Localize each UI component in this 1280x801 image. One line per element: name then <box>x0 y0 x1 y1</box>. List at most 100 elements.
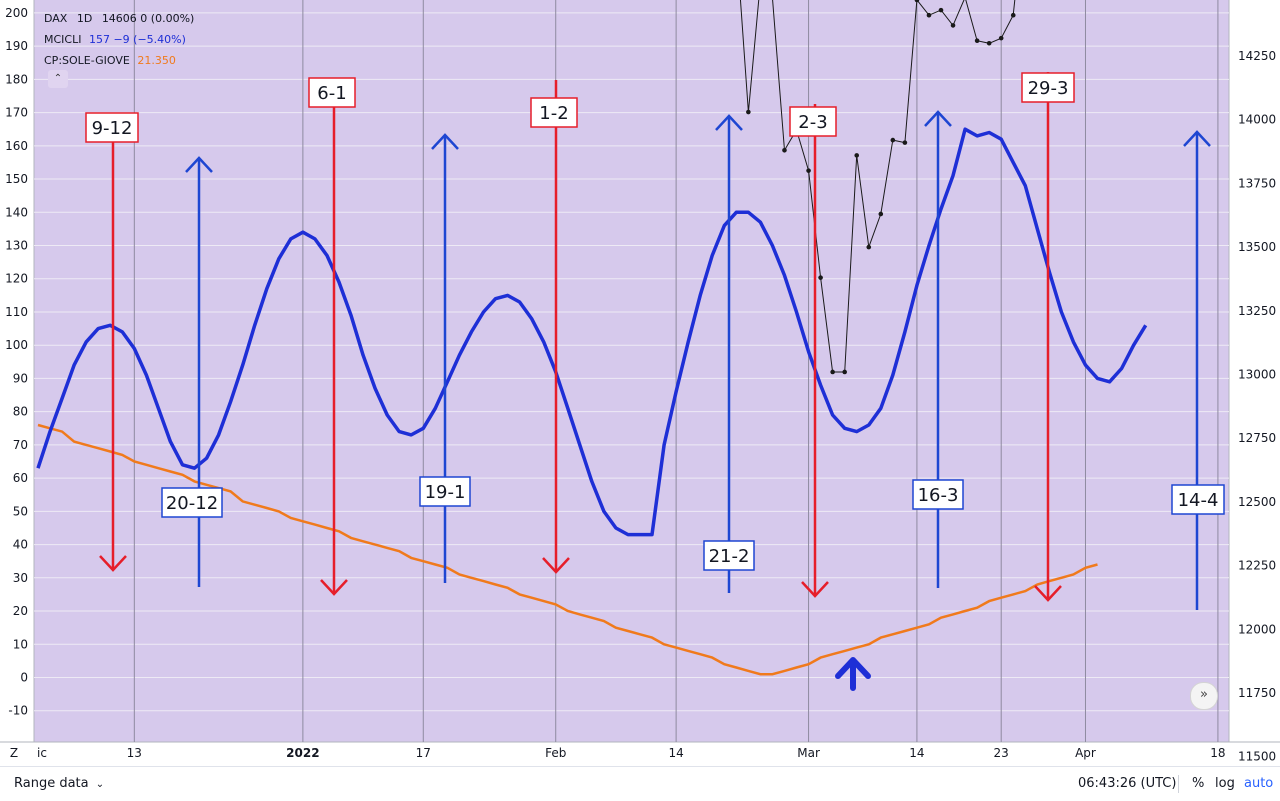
double-chevron-right-icon: » <box>1200 687 1208 702</box>
price-point <box>842 369 847 375</box>
legend-values: 14606 0 (0.00%) <box>101 12 195 25</box>
time-axis-tick-label: 14 <box>668 746 683 760</box>
left-axis-tick-label: 140 <box>5 205 28 219</box>
time-axis-tick-label: Feb <box>545 746 566 760</box>
price-point <box>818 275 823 280</box>
time-axis-tick-label: Apr <box>1075 746 1096 760</box>
marker-label: 21-2 <box>709 546 750 567</box>
price-point <box>974 38 980 44</box>
timezone-marker: Z <box>10 746 18 760</box>
left-axis-tick-label: 80 <box>13 405 28 419</box>
cycle-marker-6-1: 6-1 <box>308 77 356 596</box>
time-axis-tick-label: 2022 <box>286 746 319 760</box>
legend-row-indicator-1[interactable]: MCICLI 157 −9 (−5.40%) <box>44 29 194 50</box>
marker-label: 29-3 <box>1028 78 1069 99</box>
right-axis-tick-label: 12250 <box>1238 559 1276 573</box>
right-axis-tick-label: 13000 <box>1238 368 1276 382</box>
left-axis-tick-label: 30 <box>13 571 28 585</box>
up-arrow-icon <box>1183 130 1211 147</box>
left-axis-tick-label: 120 <box>5 272 28 286</box>
cycle-marker-20-12: 20-12 <box>161 156 223 587</box>
left-axis-tick-label: 0 <box>20 671 28 685</box>
marker-label: 1-2 <box>539 103 568 124</box>
down-arrow-icon <box>99 555 127 572</box>
cycle-line <box>36 127 1148 537</box>
marker-label-box <box>161 487 223 518</box>
bottom-toolbar: Range data ⌄ 06:43:26 (UTC) % log auto <box>0 766 1280 801</box>
marker-label-box <box>85 112 139 143</box>
legend-ind1-values: 157 −9 (−5.40%) <box>88 33 186 46</box>
price-point <box>854 153 860 158</box>
left-axis-tick-label: 100 <box>5 338 28 352</box>
left-axis-tick-label: 170 <box>5 106 28 120</box>
right-axis-tick-label: 12750 <box>1238 431 1276 445</box>
price-point <box>902 140 908 145</box>
cycle-marker-16-3: 16-3 <box>912 110 964 588</box>
cycle-marker-19-1: 19-1 <box>419 133 471 583</box>
legend-ind2-name[interactable]: CP:SOLE-GIOVE <box>44 54 130 67</box>
price-point <box>746 109 751 115</box>
scroll-to-realtime-button[interactable]: » <box>1190 682 1218 710</box>
left-axis-tick-label: 10 <box>13 637 28 651</box>
clock: 06:43:26 (UTC) <box>1078 776 1177 791</box>
right-axis-tick-label: 14250 <box>1238 49 1276 63</box>
left-axis-panel <box>0 0 34 766</box>
price-point <box>878 211 884 217</box>
left-axis-tick-label: 60 <box>13 471 28 485</box>
up-arrow-icon <box>185 156 213 173</box>
up-arrow-icon <box>431 133 459 150</box>
legend-row-indicator-2[interactable]: CP:SOLE-GIOVE 21.350 <box>44 50 194 71</box>
chart-area[interactable]: -10 0 10 20 30 40 50 60 70 80 90 100 110 120 130 140 150… <box>0 0 1280 766</box>
marker-label-box <box>703 540 755 571</box>
cycle-marker-21-2: 21-2 <box>703 114 755 593</box>
auto-scale-toggle[interactable]: auto <box>1244 776 1274 791</box>
right-axis-tick-label: 11750 <box>1238 686 1276 700</box>
right-axis-tick-label: 12000 <box>1238 622 1276 636</box>
price-point <box>914 0 920 3</box>
price-point <box>890 137 896 143</box>
legend-timeframe[interactable]: 1D <box>76 12 93 25</box>
marker-label: 19-1 <box>425 482 466 503</box>
right-axis-panel <box>1229 0 1280 766</box>
marker-label: 6-1 <box>317 83 346 104</box>
price-point <box>938 7 944 13</box>
collapse-legend-button[interactable]: ⌃ <box>48 70 68 88</box>
legend-ind1-name[interactable]: MCICLI <box>44 33 82 46</box>
left-axis-tick-label: 200 <box>5 6 28 20</box>
legend-ind2-values: 21.350 <box>137 54 176 67</box>
price-point <box>782 147 787 153</box>
left-axis-tick-label: -10 <box>8 704 28 718</box>
right-axis-tick-label: 13750 <box>1238 176 1276 190</box>
percent-toggle[interactable]: % <box>1192 776 1205 791</box>
price-point <box>926 12 932 18</box>
marker-label: 9-12 <box>92 118 133 139</box>
legend-symbol[interactable]: DAX <box>44 12 68 25</box>
log-toggle[interactable]: log <box>1215 776 1235 791</box>
marker-label-box <box>1021 72 1075 103</box>
down-arrow-icon <box>542 557 570 574</box>
marker-label: 16-3 <box>918 485 959 506</box>
price-point <box>1010 12 1016 18</box>
time-axis-tick-label: 17 <box>416 746 431 760</box>
turning-point-up-arrow-icon <box>835 657 871 691</box>
cycle-marker-29-3: 29-3 <box>1021 72 1075 602</box>
time-axis-tick-label: 23 <box>994 746 1009 760</box>
left-axis-tick-label: 40 <box>13 538 28 552</box>
chart-svg[interactable]: -10 0 10 20 30 40 50 60 70 80 90 100 110 120 130 140 150… <box>0 0 1280 766</box>
marker-label: 14-4 <box>1178 490 1219 511</box>
range-selector[interactable]: Range data ⌄ <box>14 776 104 791</box>
legend-row-main[interactable]: DAX 1D 14606 0 (0.00%) <box>44 8 194 29</box>
right-axis-tick-label: 13250 <box>1238 304 1276 318</box>
marker-label: 20-12 <box>166 493 218 514</box>
price-point <box>866 244 872 250</box>
marker-label-box <box>789 106 837 137</box>
price-point <box>830 369 835 375</box>
left-axis-tick-label: 190 <box>5 39 28 53</box>
time-axis-tick-label: ic <box>37 746 47 760</box>
price-point <box>998 35 1004 41</box>
time-axis-tick-label: Mar <box>797 746 820 760</box>
chevron-up-icon: ⌃ <box>53 73 63 84</box>
price-point <box>806 168 811 173</box>
marker-label-box <box>530 97 578 128</box>
legend: DAX 1D 14606 0 (0.00%) MCICLI 157 −9 (−5… <box>44 8 194 71</box>
